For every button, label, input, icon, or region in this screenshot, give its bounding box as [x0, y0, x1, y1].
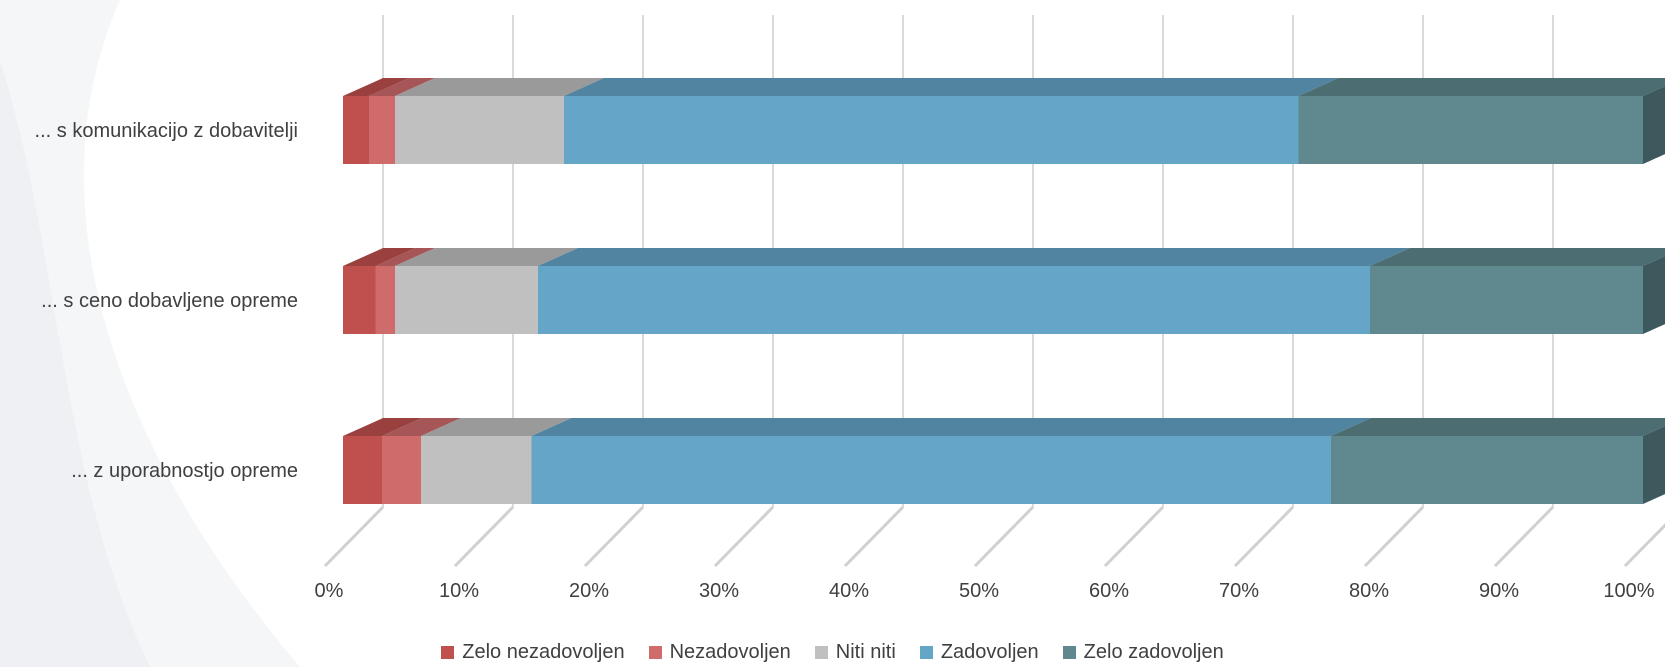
legend: Zelo nezadovoljen Nezadovoljen Niti niti Za…	[0, 638, 1665, 667]
category-label: ... s komunikacijo z dobavitelji	[35, 120, 298, 142]
floor-gridline	[713, 505, 775, 568]
bar-segment-top	[1331, 418, 1665, 436]
bar-segment-top	[375, 248, 435, 266]
bar-segment	[369, 96, 395, 164]
floor-gridline	[973, 505, 1035, 568]
category-labels: ... s komunikacijo z dobavitelji ... s ce…	[35, 120, 298, 482]
legend-label: Zadovoljen	[940, 641, 1039, 663]
bars	[343, 78, 1665, 504]
bar-segment-side	[1643, 256, 1665, 334]
legend-item: Zadovoljen	[919, 641, 1039, 664]
bar-segment	[1331, 436, 1643, 504]
bar-segment-top	[369, 78, 435, 96]
bar-segment	[375, 266, 395, 334]
bar-segment-top	[531, 418, 1371, 436]
x-tick-label: 70%	[1219, 580, 1259, 602]
bar-segment-top	[343, 418, 422, 436]
bar-segment	[1370, 266, 1643, 334]
bar-segment-top	[421, 418, 572, 436]
bar-segment	[382, 436, 421, 504]
bar-segment	[564, 96, 1299, 164]
floor-gridline	[1493, 505, 1555, 568]
x-tick-label: 50%	[959, 580, 999, 602]
chart-floor	[323, 505, 1665, 568]
bar-segment-top	[343, 248, 416, 266]
floor-gridline	[1623, 523, 1665, 568]
bar-segment-top	[1298, 78, 1665, 96]
category-label: ... z uporabnostjo opreme	[71, 460, 298, 482]
x-tick-label: 40%	[829, 580, 869, 602]
x-tick-label: 30%	[699, 580, 739, 602]
legend-swatch	[814, 646, 828, 659]
legend-swatch	[919, 646, 933, 659]
bar-segment	[421, 436, 532, 504]
legend-swatch	[441, 646, 455, 659]
x-tick-label: 80%	[1349, 580, 1389, 602]
bar-segment-side	[1643, 426, 1665, 504]
floor-gridline	[1233, 505, 1295, 568]
bar-segment	[343, 436, 382, 504]
x-tick-labels: 0% 10% 20% 30% 40% 50% 60% 70% 80% 90% 100%	[315, 580, 1655, 602]
bar-segment	[395, 96, 564, 164]
x-tick-label: 0%	[315, 580, 344, 602]
legend-label: Zelo zadovoljen	[1083, 641, 1224, 663]
x-tick-label: 20%	[569, 580, 609, 602]
floor-gridline	[1363, 505, 1425, 568]
bar-segment	[343, 266, 376, 334]
bar-segment	[395, 266, 538, 334]
x-tick-label: 60%	[1089, 580, 1129, 602]
legend-label: Zelo nezadovoljen	[462, 641, 625, 663]
floor-gridline	[1103, 505, 1165, 568]
legend-item: Zelo zadovoljen	[1062, 641, 1224, 664]
legend-item: Nezadovoljen	[648, 641, 791, 664]
floor-gridline	[323, 505, 385, 568]
legend-swatch	[648, 646, 662, 659]
bar-segment-top	[395, 248, 578, 266]
bar-segment-top	[382, 418, 461, 436]
bar-segment	[343, 96, 369, 164]
bar-segment	[538, 266, 1370, 334]
bar-segment-top	[343, 78, 409, 96]
legend-swatch	[1062, 646, 1076, 659]
legend-item: Niti niti	[814, 641, 896, 664]
legend-label: Nezadovoljen	[669, 641, 791, 663]
x-tick-label: 10%	[439, 580, 479, 602]
bar-segment-top	[395, 78, 604, 96]
bar-segment-top	[538, 248, 1410, 266]
bar-segment-top	[1370, 248, 1665, 266]
legend-item: Zelo nezadovoljen	[441, 641, 625, 664]
bar-segment	[531, 436, 1331, 504]
bar-segment-side	[1643, 86, 1665, 164]
category-label: ... s ceno dobavljene opreme	[41, 290, 298, 312]
floor-gridline	[453, 505, 515, 568]
x-tick-label: 100%	[1603, 580, 1654, 602]
floor-gridline	[843, 505, 905, 568]
floor-gridline	[583, 505, 645, 568]
bar-segment-top	[564, 78, 1339, 96]
bar-segment	[1298, 96, 1643, 164]
legend-label: Niti niti	[835, 641, 896, 663]
x-tick-label: 90%	[1479, 580, 1519, 602]
